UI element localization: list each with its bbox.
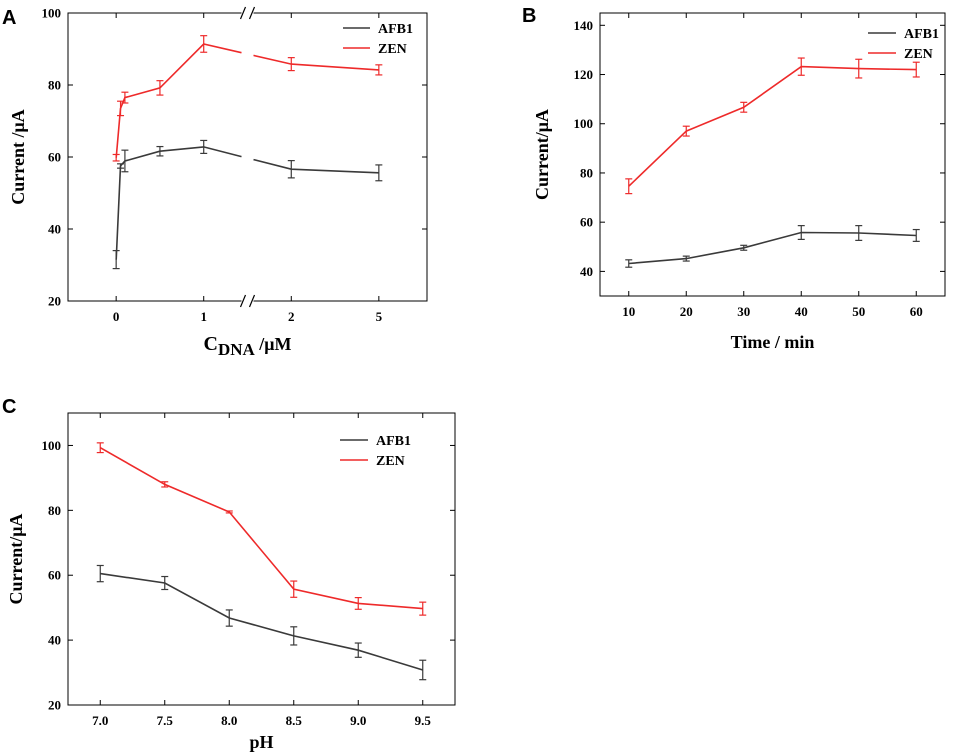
y-axis-title: Current/μA [532, 109, 552, 200]
x-tick-label: 8.0 [221, 713, 237, 728]
legend-label-afb1: AFB1 [378, 22, 413, 37]
x-tick-label: 7.0 [92, 713, 108, 728]
y-tick-label: 120 [574, 67, 594, 82]
chart-panel-a: A 0 1 2 5 20 40 60 80 100 Current /μA CDNA /μM AFB1 Z… [2, 6, 428, 359]
legend-label-afb1: AFB1 [904, 27, 939, 42]
panel-letter: B [522, 5, 536, 27]
y-tick-label: 60 [48, 568, 61, 583]
plot-frame [67, 12, 428, 302]
series-afb1 [625, 225, 920, 268]
y-tick-label: 60 [580, 215, 593, 230]
chart-panel-b: B 10 20 30 40 50 60 40 60 80 100 120 140 Current/μA Ti… [522, 5, 946, 352]
series-line [253, 158, 379, 174]
x-tick-label: 1 [200, 309, 207, 324]
series-zen [112, 35, 383, 162]
y-tick-label: 40 [580, 264, 593, 279]
y-tick-label: 80 [48, 503, 61, 518]
series-line [253, 54, 379, 71]
y-tick-label: 20 [48, 294, 61, 309]
series-line [99, 447, 423, 610]
x-tick-label: 9.5 [415, 713, 432, 728]
axis-break-gap [241, 10, 254, 16]
y-tick-label: 80 [580, 165, 593, 180]
x-axis-title: Time / min [731, 332, 815, 352]
axis-break-mark [239, 6, 247, 20]
x-tick-label: 30 [737, 304, 750, 319]
plot-frame [67, 412, 456, 706]
x-tick-label: 7.5 [157, 713, 174, 728]
x-tick-label: 10 [622, 304, 635, 319]
y-tick-label: 100 [42, 6, 62, 21]
x-tick-label: 20 [680, 304, 693, 319]
axis-break-mark [248, 6, 256, 20]
x-axis-title-subscript: DNA [218, 340, 256, 359]
series-afb1 [96, 564, 427, 681]
x-tick-label: 8.5 [286, 713, 303, 728]
legend-label-zen: ZEN [904, 47, 933, 62]
x-axis-title: pH [249, 732, 273, 752]
x-axis-title-unit: /μM [255, 334, 292, 354]
series-line [628, 231, 917, 265]
x-tick-label: 60 [910, 304, 923, 319]
x-axis-title-main: C [204, 333, 218, 355]
axis-break-gap [241, 298, 254, 304]
series-line [628, 65, 917, 187]
axis-break-mark [239, 294, 247, 308]
y-tick-label: 40 [48, 222, 61, 237]
y-tick-label: 40 [48, 633, 61, 648]
x-tick-label: 5 [376, 309, 383, 324]
y-tick-label: 140 [574, 18, 594, 33]
x-axis-title: CDNA /μM [204, 333, 292, 359]
series-line [115, 146, 242, 260]
legend-label-afb1: AFB1 [376, 434, 411, 449]
plot-frame [599, 12, 946, 297]
series-zen [625, 57, 920, 195]
x-tick-label: 9.0 [350, 713, 366, 728]
panel-letter: C [2, 396, 16, 418]
legend-label-zen: ZEN [378, 42, 407, 57]
y-tick-label: 100 [42, 438, 62, 453]
series-zen [96, 442, 427, 616]
series-line [115, 43, 242, 158]
panel-letter: A [2, 7, 16, 29]
chart-panel-c: C 7.0 7.5 8.0 8.5 9.0 9.5 20 40 60 80 100 Current/μA… [2, 396, 456, 752]
legend-label-zen: ZEN [376, 454, 405, 469]
y-tick-label: 20 [48, 698, 61, 713]
series-line [100, 572, 424, 671]
x-tick-label: 50 [852, 304, 865, 319]
y-axis-title: Current /μA [8, 109, 28, 204]
axis-break-mark [248, 294, 256, 308]
y-axis-title: Current/μA [6, 514, 26, 605]
x-tick-label: 0 [113, 309, 120, 324]
y-tick-label: 60 [48, 150, 61, 165]
x-tick-label: 40 [795, 304, 808, 319]
y-tick-label: 80 [48, 78, 61, 93]
series-afb1 [112, 139, 383, 270]
x-tick-label: 2 [288, 309, 295, 324]
y-tick-label: 100 [574, 116, 594, 131]
